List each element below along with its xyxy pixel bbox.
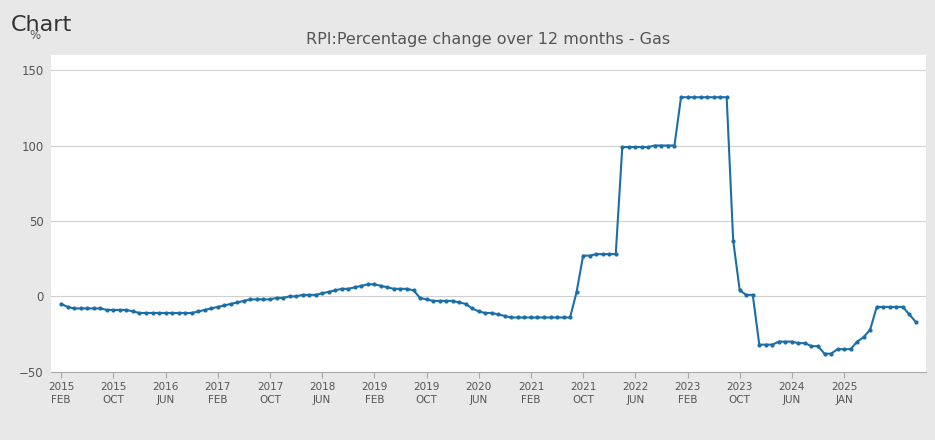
Text: %: % (30, 29, 41, 42)
Title: RPI:Percentage change over 12 months - Gas: RPI:Percentage change over 12 months - G… (307, 32, 670, 47)
Text: Chart: Chart (11, 15, 73, 35)
